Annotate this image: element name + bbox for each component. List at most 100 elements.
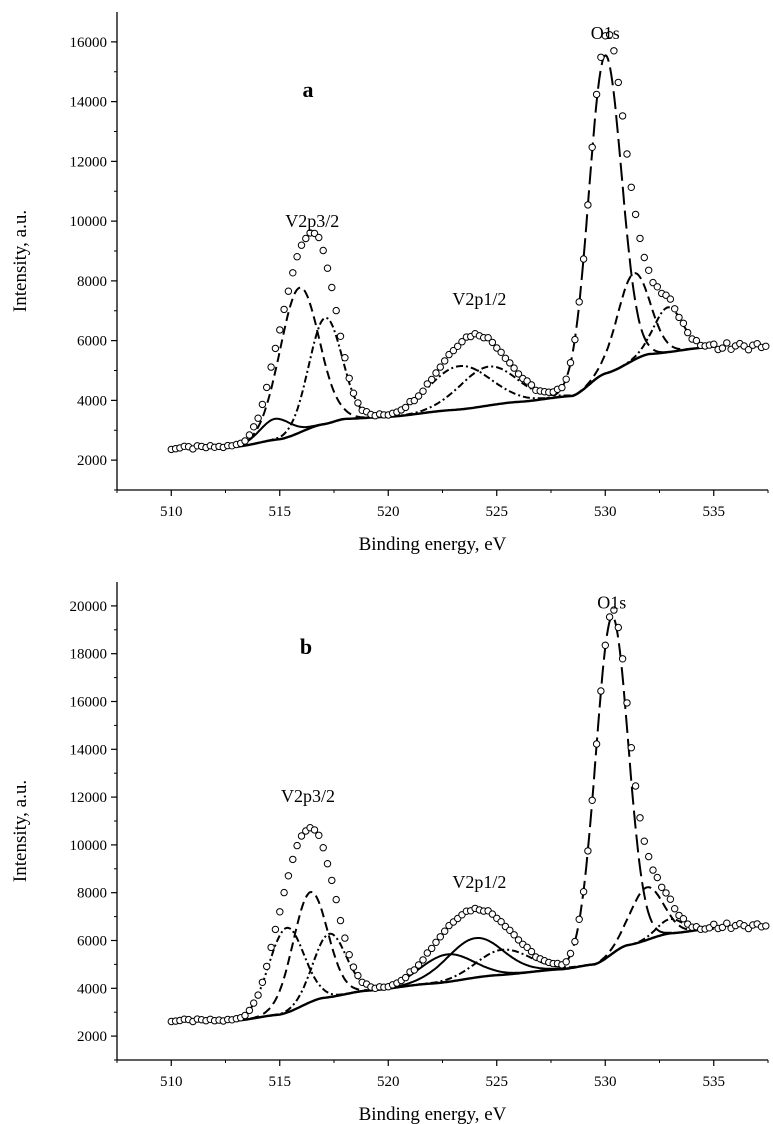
x-axis-title: Binding energy, eV: [359, 1104, 507, 1124]
data-point: [523, 943, 531, 951]
component-peak: [611, 918, 714, 955]
x-tick-label: 525: [486, 504, 509, 520]
component-peak: [236, 286, 388, 447]
data-point: [432, 938, 440, 946]
y-tick-label: 16000: [70, 35, 108, 51]
data-point: [662, 889, 670, 897]
data-point: [245, 1006, 254, 1015]
data-point: [414, 392, 423, 400]
y-tick-label: 4000: [77, 393, 107, 409]
peak-label: V2p3/2: [285, 211, 339, 231]
data-point: [419, 387, 427, 395]
data-point: [258, 400, 267, 409]
data-point: [575, 915, 583, 923]
y-tick-label: 4000: [77, 981, 107, 997]
component-peak: [538, 615, 686, 973]
data-point: [293, 841, 301, 850]
data-point: [597, 687, 605, 695]
data-point: [610, 47, 618, 55]
data-point: [584, 847, 592, 855]
data-point: [497, 348, 505, 356]
component-peak: [361, 365, 616, 420]
y-tick-label: 14000: [70, 742, 108, 758]
data-point: [510, 364, 518, 372]
y-tick-label: 20000: [70, 599, 108, 615]
x-tick-label: 535: [703, 1074, 726, 1090]
chart-panel-b: 2000 4000 6000 8000 10000 12000 14000 16000 1800…: [10, 582, 770, 1124]
data-point: [645, 266, 653, 274]
x-tick-label: 520: [377, 504, 400, 520]
data-point: [501, 354, 510, 362]
component-peak: [531, 54, 679, 402]
x-tick-label: 525: [486, 1074, 509, 1090]
data-point: [271, 925, 280, 934]
data-point: [623, 699, 631, 707]
data-point: [484, 334, 492, 342]
data-point: [497, 918, 505, 926]
data-point: [428, 944, 436, 953]
data-point: [723, 919, 731, 927]
data-point: [627, 744, 635, 752]
data-point: [692, 336, 701, 345]
data-point: [562, 958, 570, 966]
data-point: [618, 112, 627, 120]
data-point: [332, 895, 340, 904]
x-tick-label: 530: [594, 1074, 617, 1090]
data-point: [323, 860, 332, 868]
component-peak: [386, 947, 621, 990]
data-point: [614, 623, 622, 632]
data-point: [684, 328, 692, 337]
x-tick-label: 510: [160, 1074, 183, 1090]
y-axis-title: Intensity, a.u.: [10, 780, 31, 882]
data-point: [280, 888, 288, 897]
data-point: [297, 832, 306, 840]
data-point: [241, 1011, 249, 1020]
data-point: [653, 283, 661, 291]
data-point: [263, 383, 271, 392]
data-point: [571, 937, 579, 946]
data-point: [506, 359, 514, 367]
data-point: [718, 923, 727, 932]
x-tick-label: 515: [269, 1074, 292, 1090]
x-axis-title: Binding energy, eV: [359, 534, 507, 555]
x-tick-label: 510: [160, 504, 183, 520]
y-tick-label: 12000: [70, 790, 108, 806]
data-point: [627, 183, 635, 192]
data-point: [410, 966, 418, 974]
data-point: [679, 319, 688, 327]
data-point: [679, 915, 688, 923]
y-tick-label: 8000: [77, 274, 107, 290]
data-point: [302, 234, 310, 243]
data-point: [441, 927, 449, 935]
data-point: [592, 740, 601, 748]
data-point: [319, 844, 327, 852]
data-point: [419, 956, 427, 964]
data-point: [514, 370, 523, 378]
data-point: [510, 931, 518, 939]
data-point: [280, 305, 288, 314]
data-point: [718, 344, 727, 352]
y-tick-label: 18000: [70, 647, 108, 663]
data-point: [332, 306, 340, 315]
y-axis-title: Intensity, a.u.: [10, 210, 31, 312]
data-point: [762, 922, 770, 930]
data-point: [276, 326, 284, 334]
data-point: [636, 814, 644, 822]
data-point: [710, 340, 718, 348]
y-tick-label: 2000: [77, 1029, 107, 1045]
data-point: [289, 855, 297, 864]
data-point: [527, 947, 536, 956]
data-point: [454, 342, 462, 350]
data-point: [640, 837, 648, 845]
data-point: [258, 978, 267, 986]
data-point: [241, 437, 249, 445]
background-line: [236, 345, 714, 448]
data-point: [597, 53, 605, 61]
data-point: [640, 253, 648, 262]
data-point: [514, 936, 523, 944]
x-tick-label: 535: [703, 504, 726, 520]
data-point: [601, 641, 609, 649]
y-tick-label: 8000: [77, 886, 107, 902]
component-peak: [573, 886, 714, 969]
data-point: [653, 873, 661, 882]
